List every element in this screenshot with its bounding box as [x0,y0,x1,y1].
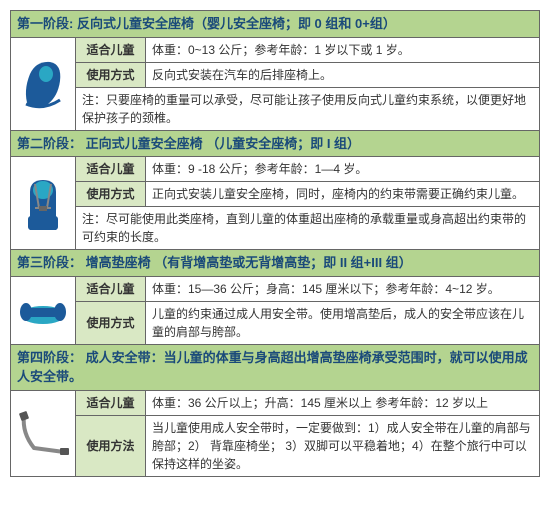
stage4-icon-cell [11,390,76,476]
booster-seat-icon [16,290,71,330]
stage2-usage-label: 使用方式 [76,182,146,207]
stage3-icon-cell [11,276,76,344]
stage1-usage-label: 使用方式 [76,62,146,87]
forward-seat-icon [18,174,68,232]
stage2-suitable-label: 适合儿童 [76,157,146,182]
stage1-suitable-text: 体重：0~13 公斤；参考年龄：1 岁以下或 1 岁。 [146,37,540,62]
stage1-header: 第一阶段: 反向式儿童安全座椅（婴儿安全座椅；即 0 组和 0+组） [11,11,540,38]
stage1-icon-cell [11,37,76,130]
stage2-icon-cell [11,157,76,250]
stage3-suitable-text: 体重：15—36 公斤；身高：145 厘米以下；参考年龄：4~12 岁。 [146,276,540,301]
stage3-usage-label: 使用方式 [76,301,146,344]
car-seat-stages-table: 第一阶段: 反向式儿童安全座椅（婴儿安全座椅；即 0 组和 0+组） 适合儿童 … [10,10,540,477]
stage2-note: 注：尽可能使用此类座椅，直到儿童的体重超出座椅的承载重量或身高超出约束带的可约束… [76,207,540,250]
stage4-usage-label: 使用方法 [76,415,146,476]
stage2-usage-text: 正向式安装儿童安全座椅，同时，座椅内的约束带需要正确约束儿童。 [146,182,540,207]
stage4-header: 第四阶段： 成人安全带：当儿童的体重与身高超出增高垫座椅承受范围时，就可以使用成… [11,344,540,390]
stage3-suitable-label: 适合儿童 [76,276,146,301]
stage3-usage-text: 儿童的约束通过成人用安全带。使用增高垫后，成人的安全带应该在儿童的肩部与胯部。 [146,301,540,344]
stage4-usage-text: 当儿童使用成人安全带时，一定要做到：1）成人安全带在儿童的肩部与胯部；2） 背靠… [146,415,540,476]
stage2-header: 第二阶段： 正向式儿童安全座椅 （儿童安全座椅；即 I 组） [11,130,540,157]
stage1-note: 注：只要座椅的重量可以承受，尽可能让孩子使用反向式儿童约束系统，以便更好地保护孩… [76,87,540,130]
infant-seat-icon [18,56,68,111]
stage1-usage-text: 反向式安装在汽车的后排座椅上。 [146,62,540,87]
stage2-suitable-text: 体重：9 -18 公斤；参考年龄：1—4 岁。 [146,157,540,182]
stage4-suitable-text: 体重：36 公斤以上；升高：145 厘米以上 参考年龄：12 岁以上 [146,390,540,415]
stage4-suitable-label: 适合儿童 [76,390,146,415]
stage1-suitable-label: 适合儿童 [76,37,146,62]
seatbelt-icon [16,408,71,458]
stage3-header: 第三阶段： 增高垫座椅 （有背增高垫或无背增高垫；即 II 组+III 组） [11,250,540,277]
